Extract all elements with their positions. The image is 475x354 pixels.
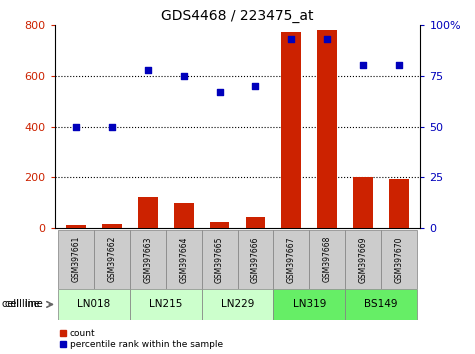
Bar [353, 177, 373, 228]
Text: GSM397670: GSM397670 [394, 236, 403, 282]
Text: GSM397664: GSM397664 [179, 236, 188, 282]
Point [180, 73, 188, 79]
Bar [174, 203, 194, 228]
Bar [345, 289, 417, 320]
Bar [58, 289, 130, 320]
Text: GSM397668: GSM397668 [323, 236, 332, 282]
Bar [317, 30, 337, 228]
Text: GSM397667: GSM397667 [287, 236, 296, 282]
Text: GSM397666: GSM397666 [251, 236, 260, 282]
Bar [94, 230, 130, 289]
Text: LN319: LN319 [293, 299, 326, 309]
Bar [381, 230, 417, 289]
Bar [138, 196, 158, 228]
Point [108, 124, 116, 130]
Text: LN229: LN229 [221, 299, 254, 309]
Text: GSM397661: GSM397661 [72, 236, 81, 282]
Bar [238, 230, 273, 289]
Bar [166, 230, 202, 289]
Text: cell line: cell line [5, 299, 42, 309]
Legend: count, percentile rank within the sample: count, percentile rank within the sample [59, 329, 223, 349]
Bar [273, 289, 345, 320]
Point [359, 63, 367, 68]
Point [144, 67, 152, 73]
Bar [209, 222, 229, 228]
Bar [273, 230, 309, 289]
Bar [66, 224, 86, 228]
Text: LN215: LN215 [149, 299, 182, 309]
Point [72, 124, 80, 130]
Text: GSM397663: GSM397663 [143, 236, 152, 282]
Text: LN018: LN018 [77, 299, 111, 309]
Text: GSM397669: GSM397669 [359, 236, 368, 282]
Bar [202, 230, 238, 289]
Point [252, 83, 259, 89]
Bar [202, 289, 273, 320]
Bar [130, 230, 166, 289]
Bar [246, 217, 266, 228]
Bar [102, 224, 122, 228]
Text: GSM397662: GSM397662 [107, 236, 116, 282]
Bar [345, 230, 381, 289]
Point [287, 36, 295, 42]
Text: GDS4468 / 223475_at: GDS4468 / 223475_at [161, 9, 314, 23]
Text: cell line: cell line [2, 299, 40, 309]
Bar [58, 230, 94, 289]
Point [216, 89, 223, 95]
Bar [281, 33, 301, 228]
Point [395, 63, 403, 68]
Bar [130, 289, 202, 320]
Bar [309, 230, 345, 289]
Text: BS149: BS149 [364, 299, 398, 309]
Text: GSM397665: GSM397665 [215, 236, 224, 282]
Bar [389, 179, 408, 228]
Point [323, 36, 331, 42]
